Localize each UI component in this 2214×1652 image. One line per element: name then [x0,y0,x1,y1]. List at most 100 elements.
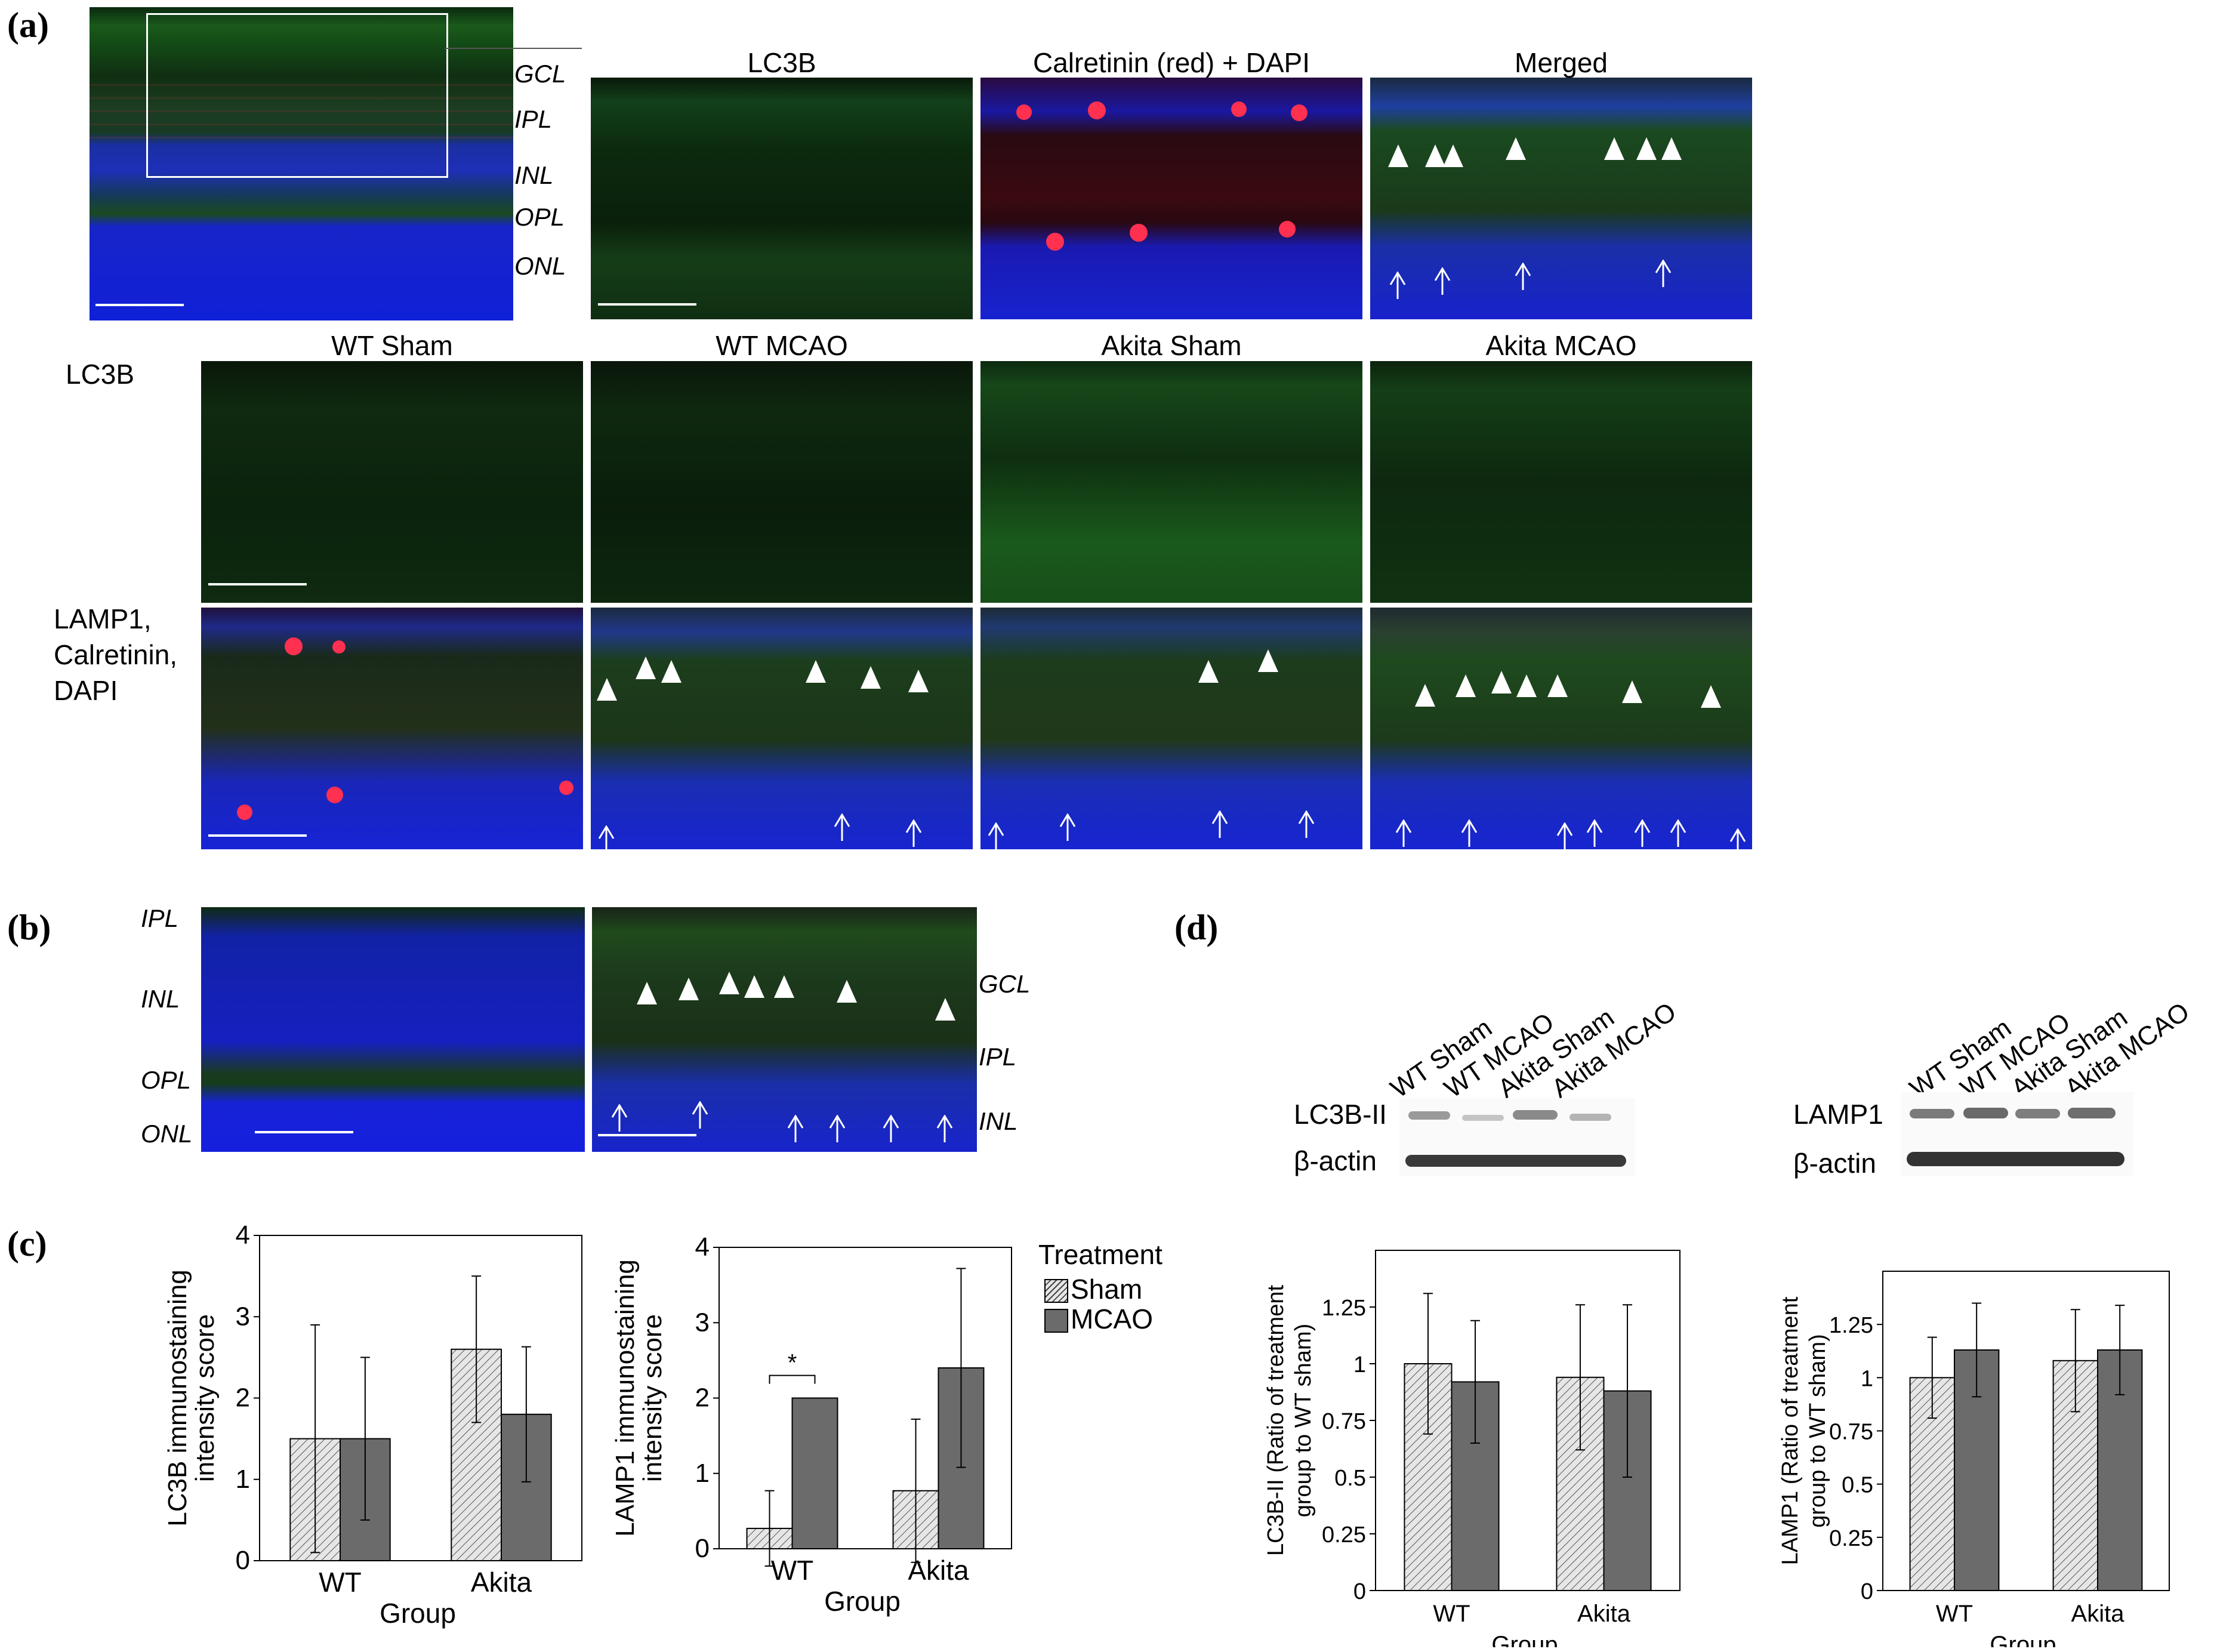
legend-item-mcao: MCAO [1038,1303,1162,1334]
scale-bar [598,1134,696,1136]
row-label-calretinin: Calretinin, [54,639,178,670]
y-axis-label: LAMP1 (Ratio of treatment [1778,1296,1803,1565]
x-tick-label: Akita [2071,1601,2125,1627]
layer-label-inl: INL [514,161,554,189]
micrograph-b-right [592,907,977,1152]
x-tick-label: Akita [1577,1601,1631,1627]
y-tick-label: 0.5 [1842,1473,1873,1498]
x-tick-label: WT [771,1555,814,1586]
legend-label-mcao: MCAO [1071,1303,1153,1334]
y-axis-label: LC3B-II (Ratio of treatment [1263,1285,1288,1557]
y-tick-label: 2 [236,1383,250,1413]
chart-lamp1-ratio: 0 0.25 0.5 0.75 1 1.25 LAMP1 (Ratio of treatme… [1778,1271,2170,1647]
y-tick-label: 0 [236,1546,250,1575]
y-axis-label: group to WT sham) [1291,1324,1316,1518]
thin-arrow-icon [1395,819,1412,847]
y-tick-label: 0 [695,1534,710,1563]
row-label-dapi: DAPI [54,675,118,706]
micrograph-lc3b-akita-sham [980,361,1362,603]
panel-letter-b: (b) [7,908,51,947]
thin-arrow-icon [787,1115,804,1142]
legend-swatch-mcao [1044,1309,1068,1333]
title-lc3b: LC3B [747,47,816,78]
micrograph-lamp1-wt-mcao [591,608,973,849]
scale-bar [208,583,307,585]
b-layer-inl: INL [141,985,180,1013]
thin-arrow-icon [1298,810,1315,838]
y-tick-label: 0 [1353,1579,1366,1604]
y-axis-label: intensity score [638,1314,667,1482]
legend-title: Treatment [1038,1239,1162,1270]
b-layer-gcl: GCL [979,970,1031,998]
micrograph-lamp1-akita-mcao [1370,608,1752,849]
thin-arrow-icon [1059,813,1076,841]
y-tick-label: 0.25 [1322,1522,1366,1548]
thin-arrow-icon [1655,260,1672,287]
overview-roi-box [146,13,448,178]
thin-arrow-icon [905,819,922,847]
blot-row-lc3b-ii: LC3B-II [1294,1099,1387,1130]
bar-mcao-wt [791,1397,838,1549]
title-wt-sham: WT Sham [331,330,453,361]
micrograph-lamp1-akita-sham [980,608,1362,849]
micrograph-lc3b [591,78,973,319]
panel-letter-a: (a) [7,5,49,45]
b-layer-inl-right: INL [979,1107,1018,1135]
thin-arrow-icon [1586,819,1603,847]
y-axis-label: group to WT sham) [1805,1334,1830,1528]
overview-micrograph [90,7,513,320]
y-tick-label: 4 [695,1232,710,1262]
blot-lc3b-lane-labels: WT Sham WT MCAO Akita Sham Akita MCAO [1385,997,1725,1104]
thin-arrow-icon [1389,272,1406,299]
layer-label-onl: ONL [514,252,566,280]
blot-lamp1-lane-labels: WT Sham WT MCAO Akita Sham Akita MCAO [1904,997,2214,1104]
y-tick-label: 2 [695,1383,710,1413]
micrograph-lc3b-wt-mcao [591,361,973,603]
micrograph-lamp1-wt-sham [201,608,583,849]
scale-bar [208,834,307,837]
x-tick-label: Akita [908,1555,969,1586]
thin-arrow-icon [1515,263,1531,290]
b-layer-opl: OPL [141,1066,192,1094]
x-axis-label: Group [380,1598,456,1629]
micrograph-calretinin-dapi [980,78,1362,319]
thin-arrow-icon [1670,819,1686,847]
b-layer-ipl: IPL [141,904,179,932]
legend-swatch-sham [1044,1279,1068,1303]
thin-arrow-icon [1634,819,1651,847]
row-label-lamp1: LAMP1, [54,603,152,634]
blot-row-beta-actin-2: β-actin [1793,1148,1876,1179]
title-akita-mcao: Akita MCAO [1485,330,1637,361]
y-tick-label: 4 [236,1223,250,1250]
y-axis-label: LAMP1 immunostaining [610,1259,640,1537]
thin-arrow-icon [611,1104,628,1132]
y-axis-label: LC3B immunostaining [163,1269,192,1526]
micrograph-lc3b-akita-mcao [1370,361,1752,603]
title-akita-sham: Akita Sham [1101,330,1242,361]
legend-item-sham: Sham [1038,1273,1162,1305]
blot-lc3b [1399,1098,1635,1176]
title-wt-mcao: WT MCAO [716,330,848,361]
thin-arrow-icon [692,1101,708,1129]
b-layer-onl: ONL [141,1120,193,1148]
x-axis-label: Group [1491,1632,1558,1647]
y-tick-label: 1 [695,1459,710,1488]
significance-marker: * [788,1350,797,1376]
y-tick-label: 1 [1861,1366,1873,1391]
thin-arrow-icon [988,822,1004,849]
layer-label-opl: OPL [514,203,565,231]
x-tick-label: WT [1936,1601,1973,1627]
thin-arrow-icon [1556,822,1573,849]
legend: Treatment Sham MCAO [1038,1238,1162,1334]
thin-arrow-icon [936,1115,953,1142]
overview-callout-line [445,48,582,49]
panel-letter-d: (d) [1174,908,1219,947]
y-tick-label: 0.25 [1829,1526,1873,1551]
thin-arrow-icon [829,1115,846,1142]
blot-lamp1 [1901,1092,2133,1176]
thin-arrow-icon [1729,828,1746,849]
y-tick-label: 1.25 [1322,1296,1366,1321]
thin-arrow-icon [834,813,850,841]
panel-letter-c: (c) [7,1224,47,1263]
